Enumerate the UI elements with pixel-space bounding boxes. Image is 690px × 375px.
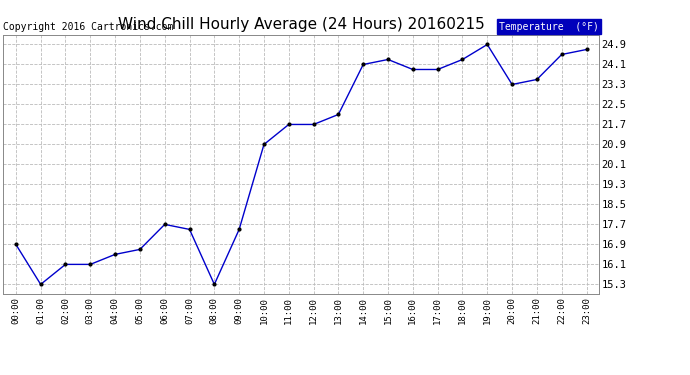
Text: Copyright 2016 Cartronics.com: Copyright 2016 Cartronics.com xyxy=(3,22,174,32)
Title: Wind Chill Hourly Average (24 Hours) 20160215: Wind Chill Hourly Average (24 Hours) 201… xyxy=(118,17,484,32)
Text: Temperature  (°F): Temperature (°F) xyxy=(499,22,599,32)
